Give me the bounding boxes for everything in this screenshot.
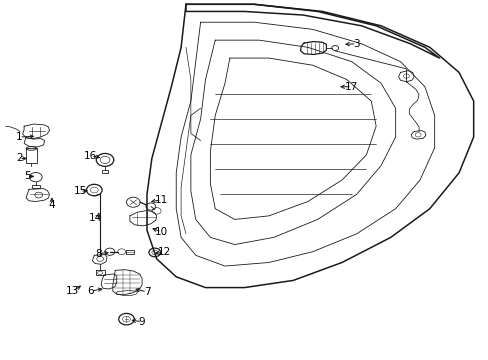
Bar bbox=[32, 185, 40, 188]
Text: 14: 14 bbox=[89, 213, 102, 222]
Text: 7: 7 bbox=[143, 287, 150, 297]
Text: 4: 4 bbox=[48, 200, 55, 210]
Text: 8: 8 bbox=[95, 248, 102, 258]
Bar bbox=[102, 170, 108, 173]
Text: 6: 6 bbox=[87, 286, 94, 296]
Text: 11: 11 bbox=[155, 195, 168, 205]
Text: 9: 9 bbox=[139, 317, 145, 327]
Text: 1: 1 bbox=[16, 132, 22, 142]
Text: 10: 10 bbox=[155, 227, 168, 237]
Text: 12: 12 bbox=[157, 247, 170, 257]
Text: 15: 15 bbox=[73, 186, 87, 197]
Text: 3: 3 bbox=[353, 39, 359, 49]
Text: 16: 16 bbox=[84, 150, 97, 161]
Text: 5: 5 bbox=[24, 171, 31, 181]
Text: 13: 13 bbox=[66, 286, 80, 296]
Text: 2: 2 bbox=[16, 153, 22, 163]
Bar bbox=[26, 148, 37, 163]
Text: 17: 17 bbox=[345, 82, 358, 92]
Bar bbox=[125, 249, 134, 254]
